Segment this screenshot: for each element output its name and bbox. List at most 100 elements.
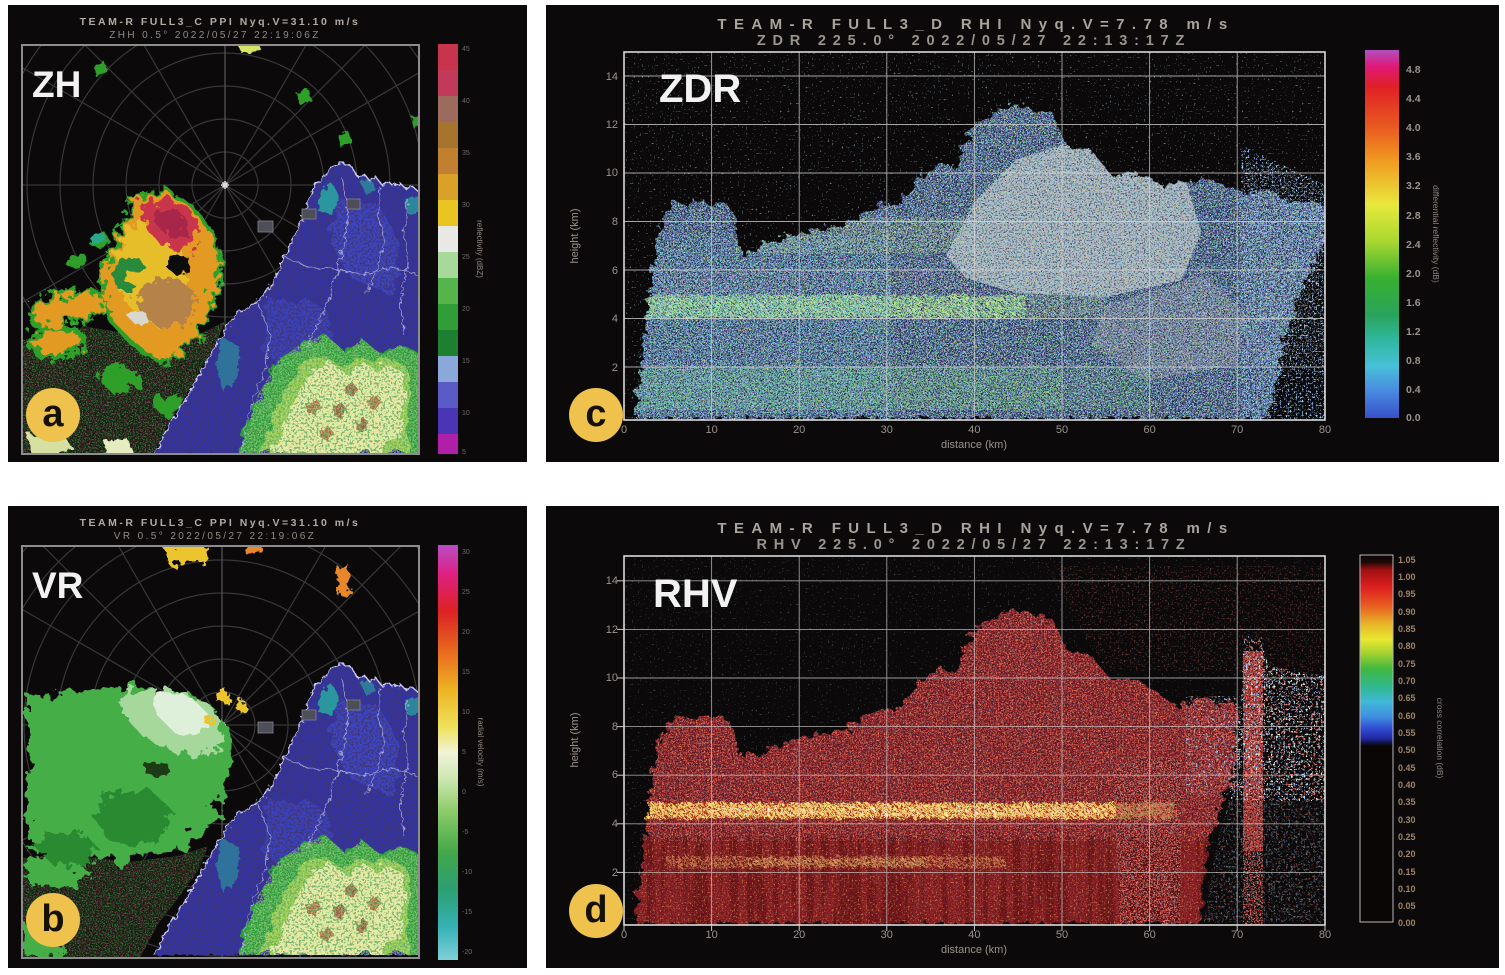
svg-text:1.00: 1.00 [1398, 572, 1416, 582]
svg-text:10: 10 [705, 929, 717, 941]
svg-text:0.40: 0.40 [1398, 780, 1416, 790]
svg-text:40: 40 [968, 929, 980, 941]
svg-text:ZDR 225.0° 2022/05/27 22:13:: ZDR 225.0° 2022/05/27 22:13:17Z [757, 33, 1191, 49]
svg-text:10: 10 [462, 709, 470, 716]
svg-text:8: 8 [612, 721, 618, 733]
svg-text:0.35: 0.35 [1398, 797, 1416, 807]
svg-text:0.30: 0.30 [1398, 815, 1416, 825]
svg-text:70: 70 [1231, 929, 1243, 941]
svg-text:-5: -5 [462, 829, 468, 836]
svg-text:0.85: 0.85 [1398, 624, 1416, 634]
svg-text:0.0: 0.0 [1406, 412, 1421, 424]
svg-text:0.20: 0.20 [1398, 849, 1416, 859]
svg-text:2.4: 2.4 [1406, 239, 1421, 251]
svg-text:25: 25 [462, 254, 470, 261]
svg-text:0.05: 0.05 [1398, 901, 1416, 911]
svg-text:45: 45 [462, 46, 470, 53]
svg-text:12: 12 [606, 119, 618, 131]
svg-text:4: 4 [612, 818, 618, 830]
svg-text:TEAM-R FULL3_C PPI Nyq.V=31: TEAM-R FULL3_C PPI Nyq.V=31.10 m/s [80, 517, 361, 529]
svg-text:-10: -10 [462, 869, 472, 876]
svg-text:15: 15 [462, 358, 470, 365]
svg-text:3.2: 3.2 [1406, 180, 1421, 192]
svg-text:height (km): height (km) [569, 208, 581, 263]
svg-text:4.0: 4.0 [1406, 122, 1421, 134]
svg-text:10: 10 [606, 167, 618, 179]
svg-text:0.25: 0.25 [1398, 832, 1416, 842]
svg-text:1.2: 1.2 [1406, 326, 1421, 338]
svg-text:0.4: 0.4 [1406, 384, 1421, 396]
svg-text:6: 6 [612, 769, 618, 781]
svg-text:0.50: 0.50 [1398, 745, 1416, 755]
svg-text:0.10: 0.10 [1398, 884, 1416, 894]
svg-text:0.90: 0.90 [1398, 607, 1416, 617]
svg-text:0.65: 0.65 [1398, 693, 1416, 703]
svg-text:0.55: 0.55 [1398, 728, 1416, 738]
svg-text:TEAM-R FULL3_C PPI Nyq.V=31: TEAM-R FULL3_C PPI Nyq.V=31.10 m/s [80, 16, 361, 28]
svg-text:20: 20 [793, 929, 805, 941]
svg-text:2.8: 2.8 [1406, 210, 1421, 222]
svg-text:5: 5 [462, 749, 466, 756]
svg-text:8: 8 [612, 216, 618, 228]
svg-text:15: 15 [462, 669, 470, 676]
svg-text:cross correlation (dB): cross correlation (dB) [1435, 698, 1445, 779]
svg-text:80: 80 [1319, 929, 1331, 941]
svg-text:TEAM-R FULL3_D RHI Nyq.V=7.: TEAM-R FULL3_D RHI Nyq.V=7.78 m/s [717, 16, 1234, 33]
svg-text:80: 80 [1319, 424, 1331, 436]
svg-text:0.8: 0.8 [1406, 355, 1421, 367]
svg-text:VR: VR [32, 565, 83, 606]
svg-text:1.6: 1.6 [1406, 297, 1421, 309]
svg-text:distance (km): distance (km) [941, 439, 1007, 451]
svg-text:2.0: 2.0 [1406, 268, 1421, 280]
svg-text:0.70: 0.70 [1398, 676, 1416, 686]
svg-text:height (km): height (km) [569, 712, 581, 767]
svg-text:distance (km): distance (km) [941, 944, 1007, 956]
svg-text:60: 60 [1143, 424, 1155, 436]
svg-text:-15: -15 [462, 909, 472, 916]
svg-text:TEAM-R FULL3_D RHI Nyq.V=7.: TEAM-R FULL3_D RHI Nyq.V=7.78 m/s [717, 520, 1234, 537]
svg-text:2: 2 [612, 867, 618, 879]
svg-text:50: 50 [1056, 929, 1068, 941]
svg-text:RHV 225.0° 2022/05/27 22:13:: RHV 225.0° 2022/05/27 22:13:17Z [756, 537, 1191, 553]
svg-text:1.05: 1.05 [1398, 555, 1416, 565]
svg-text:14: 14 [606, 71, 618, 83]
svg-text:4.8: 4.8 [1406, 64, 1421, 76]
svg-text:0.60: 0.60 [1398, 711, 1416, 721]
svg-text:5: 5 [462, 449, 466, 456]
svg-text:0.95: 0.95 [1398, 589, 1416, 599]
svg-text:0.75: 0.75 [1398, 659, 1416, 669]
svg-text:0.80: 0.80 [1398, 641, 1416, 651]
svg-text:ZDR: ZDR [659, 67, 741, 111]
svg-text:RHV: RHV [653, 572, 738, 616]
svg-text:30: 30 [462, 549, 470, 556]
svg-text:ZH: ZH [32, 64, 81, 105]
svg-text:50: 50 [1056, 424, 1068, 436]
svg-text:40: 40 [968, 424, 980, 436]
svg-text:10: 10 [606, 672, 618, 684]
svg-text:12: 12 [606, 624, 618, 636]
svg-text:14: 14 [606, 575, 618, 587]
svg-text:4.4: 4.4 [1406, 93, 1421, 105]
svg-text:40: 40 [462, 98, 470, 105]
svg-text:ZHH 0.5° 2022/05/27 22:19:06: ZHH 0.5° 2022/05/27 22:19:06Z [109, 30, 320, 41]
svg-text:reflectivity (dBZ): reflectivity (dBZ) [475, 220, 484, 278]
svg-text:10: 10 [705, 424, 717, 436]
svg-text:20: 20 [793, 424, 805, 436]
svg-text:30: 30 [881, 424, 893, 436]
svg-text:radial velocity (m/s): radial velocity (m/s) [476, 718, 485, 787]
svg-text:35: 35 [462, 150, 470, 157]
svg-text:VR 0.5° 2022/05/27 22:19:06Z: VR 0.5° 2022/05/27 22:19:06Z [114, 531, 316, 542]
svg-text:30: 30 [881, 929, 893, 941]
svg-text:70: 70 [1231, 424, 1243, 436]
svg-text:10: 10 [462, 410, 470, 417]
svg-text:6: 6 [612, 265, 618, 277]
svg-text:differential reflectivity (dB): differential reflectivity (dB) [1431, 185, 1441, 283]
svg-text:4: 4 [612, 313, 618, 325]
svg-text:25: 25 [462, 589, 470, 596]
svg-text:-20: -20 [462, 949, 472, 956]
svg-text:2: 2 [612, 362, 618, 374]
svg-text:0.00: 0.00 [1398, 918, 1416, 928]
svg-text:60: 60 [1143, 929, 1155, 941]
svg-text:0: 0 [462, 789, 466, 796]
svg-text:0.45: 0.45 [1398, 763, 1416, 773]
